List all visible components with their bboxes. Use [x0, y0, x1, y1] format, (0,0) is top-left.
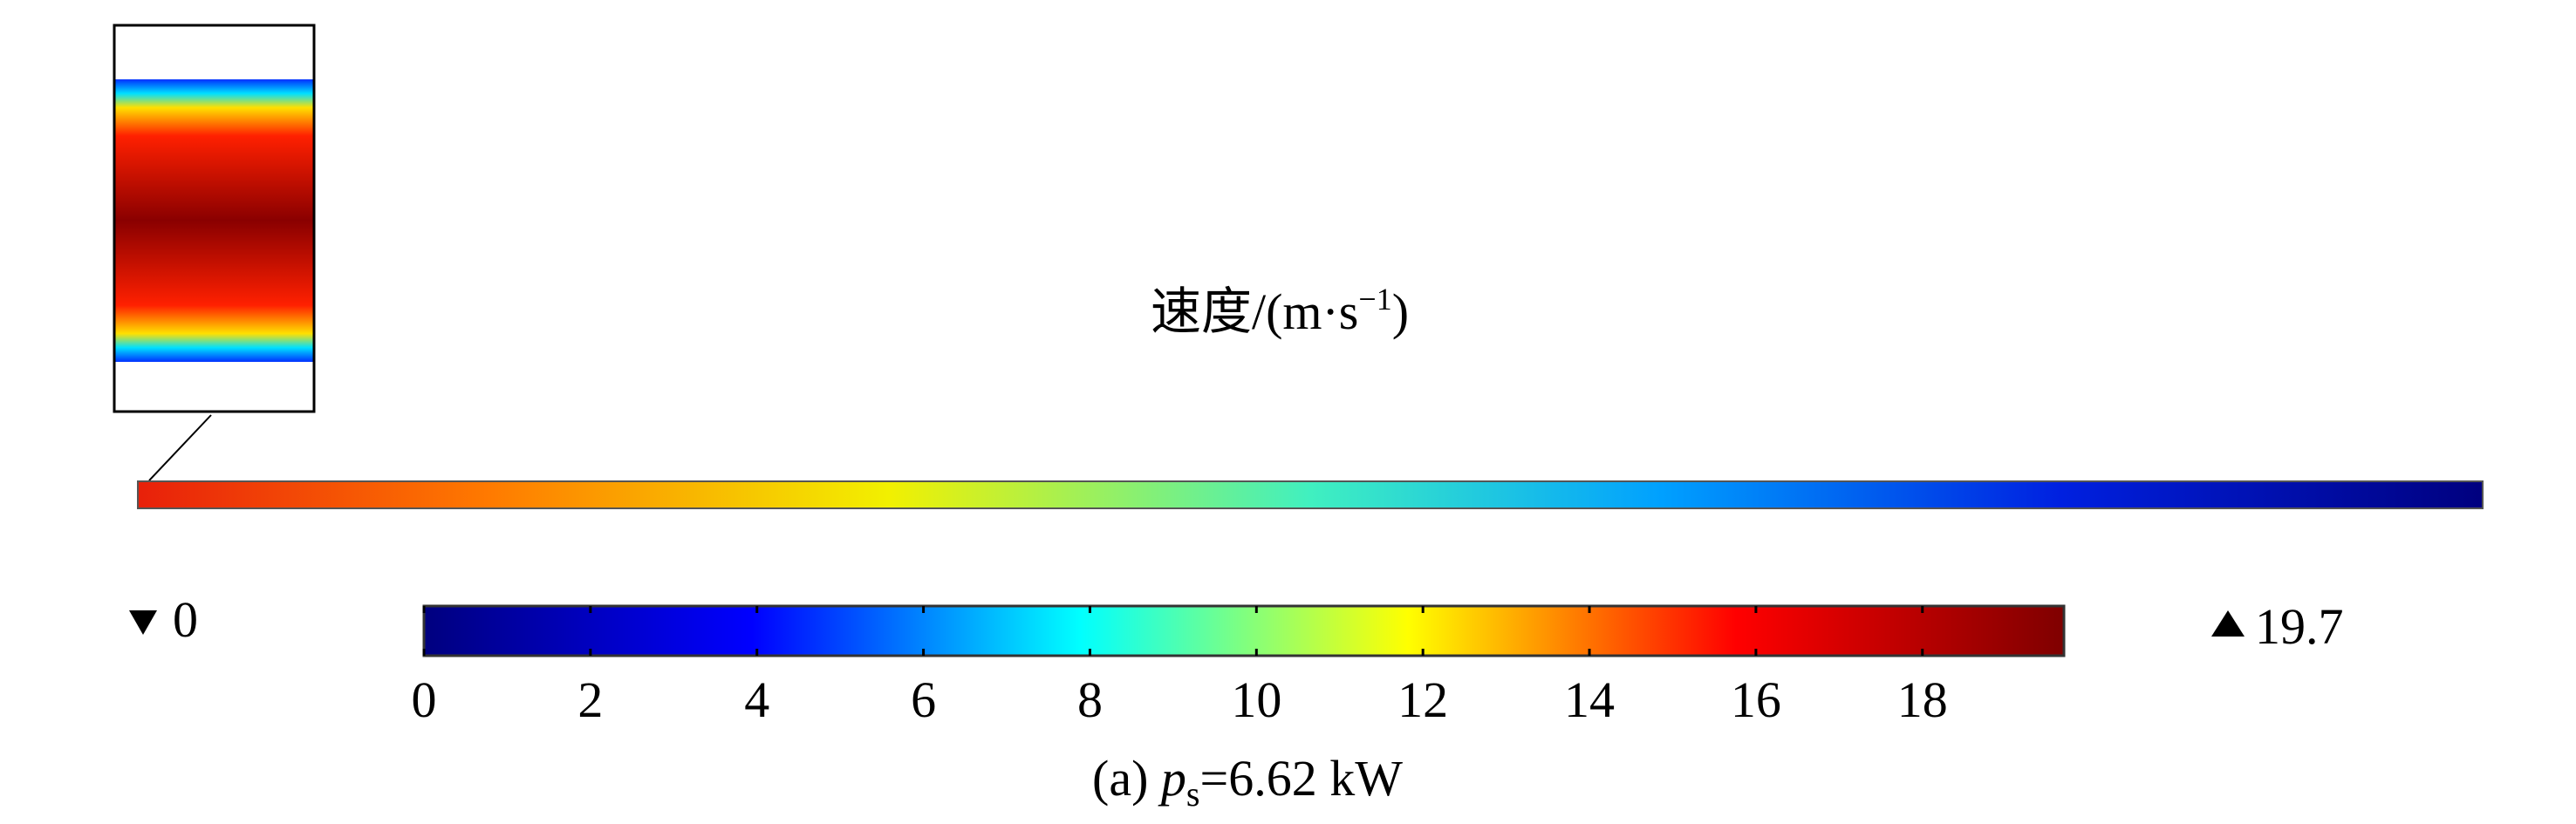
title-exponent: −1: [1358, 282, 1391, 317]
x-tick-label: 2: [577, 671, 603, 728]
colorbar: [422, 604, 2066, 657]
x-tick-label: 4: [744, 671, 769, 728]
caption-text: =6.62 kW: [1200, 750, 1404, 807]
x-tick-label: 8: [1077, 671, 1103, 728]
pipe-field: [137, 480, 2484, 509]
caption-label: (a): [1092, 750, 1148, 807]
chart-title: 速度/(m·s−1): [1151, 282, 1409, 340]
title-text: 速度/(m·s: [1151, 283, 1358, 340]
caption-symbol: p: [1158, 750, 1186, 807]
inset-pointer: [148, 414, 212, 481]
max-marker: [2211, 610, 2245, 637]
inset-field: [115, 79, 313, 362]
x-tick-label: 6: [911, 671, 936, 728]
x-tick-label: 12: [1397, 671, 1448, 728]
x-tick-label: 16: [1731, 671, 1781, 728]
min-label: 0: [173, 591, 198, 648]
title-end: ): [1392, 283, 1409, 340]
x-tick-label: 18: [1897, 671, 1948, 728]
x-tick-label: 10: [1231, 671, 1281, 728]
caption-subscript: s: [1186, 774, 1200, 814]
x-tick-label: 0: [412, 671, 437, 728]
caption: (a) ps=6.62 kW: [1092, 750, 1403, 814]
x-tick-label: 14: [1564, 671, 1615, 728]
min-marker: [129, 610, 157, 635]
max-label: 19.7: [2255, 598, 2344, 655]
